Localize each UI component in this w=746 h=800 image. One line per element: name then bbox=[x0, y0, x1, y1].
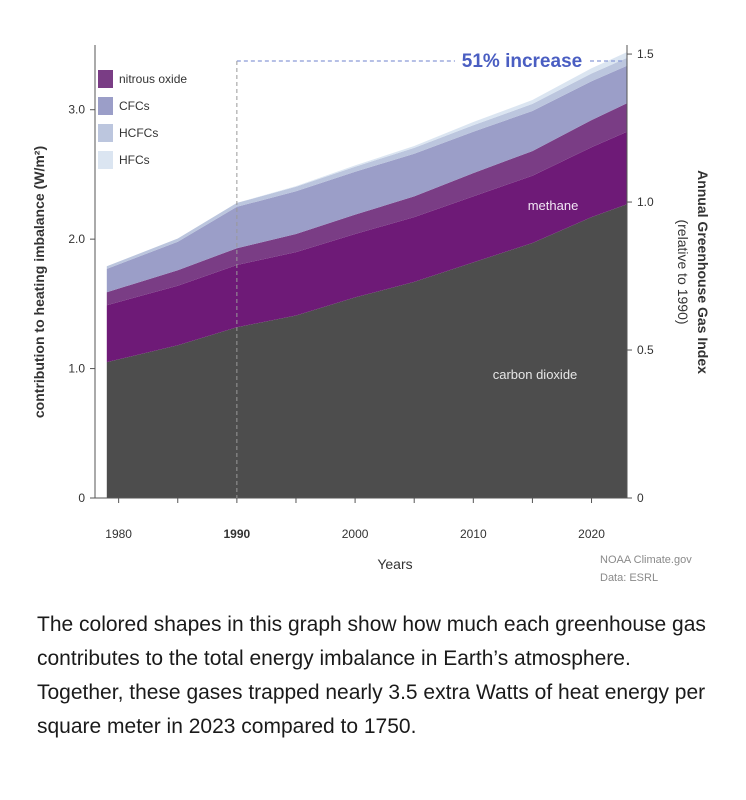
y2-axis-subtitle: (relative to 1990) bbox=[675, 219, 691, 324]
legend-label-cfcs: CFCs bbox=[119, 99, 150, 113]
x-tick-label: 2020 bbox=[578, 527, 605, 541]
y2-tick-label: 1.0 bbox=[637, 195, 654, 209]
legend-swatch-hfcs bbox=[98, 151, 113, 169]
credit-data: Data: ESRL bbox=[600, 572, 658, 584]
y2-tick-label: 1.5 bbox=[637, 47, 654, 61]
legend: nitrous oxide CFCs HCFCs HFCs bbox=[98, 70, 187, 169]
area-cfcs bbox=[106, 65, 628, 293]
greenhouse-gas-chart: 0 1.0 2.0 3.0 0 0.5 1.0 1.5 1980 1990 2000 2010 2020… bbox=[31, 45, 711, 584]
carbon-dioxide-label: carbon dioxide bbox=[493, 367, 578, 382]
legend-swatch-nitrous-oxide bbox=[98, 70, 113, 88]
y-axis-title: contribution to heating imbalance (W/m²) bbox=[31, 146, 47, 418]
y2-axis-title: Annual Greenhouse Gas Index bbox=[695, 170, 711, 374]
y2-tick-label: 0.5 bbox=[637, 343, 654, 357]
legend-label-nitrous-oxide: nitrous oxide bbox=[119, 72, 187, 86]
y-tick-label: 1.0 bbox=[68, 362, 85, 376]
x-tick-label: 1990 bbox=[224, 527, 251, 541]
y-tick-label: 0 bbox=[78, 491, 85, 505]
x-tick-label: 2000 bbox=[342, 527, 369, 541]
x-tick-label: 1980 bbox=[105, 527, 132, 541]
credit-source: NOAA Climate.gov bbox=[600, 554, 692, 566]
axes-group: 0 1.0 2.0 3.0 0 0.5 1.0 1.5 1980 1990 2000 2010 2020 bbox=[68, 45, 654, 541]
legend-label-hfcs: HFCs bbox=[119, 153, 150, 167]
legend-label-hcfcs: HCFCs bbox=[119, 126, 158, 140]
area-nitrous-oxide bbox=[106, 103, 628, 306]
increase-annotation: 51% increase bbox=[462, 51, 582, 72]
area-methane bbox=[106, 131, 628, 363]
x-tick-label: 2010 bbox=[460, 527, 487, 541]
chart-caption: The colored shapes in this graph show ho… bbox=[37, 613, 706, 738]
legend-swatch-hcfcs bbox=[98, 124, 113, 142]
y-tick-label: 2.0 bbox=[68, 232, 85, 246]
area-hcfcs bbox=[106, 57, 628, 269]
y2-tick-label: 0 bbox=[637, 491, 644, 505]
x-axis-title: Years bbox=[377, 556, 412, 572]
y-tick-label: 3.0 bbox=[68, 103, 85, 117]
legend-swatch-cfcs bbox=[98, 97, 113, 115]
area-series-group bbox=[106, 52, 628, 498]
methane-label: methane bbox=[528, 198, 579, 213]
area-carbon-dioxide bbox=[106, 204, 628, 498]
